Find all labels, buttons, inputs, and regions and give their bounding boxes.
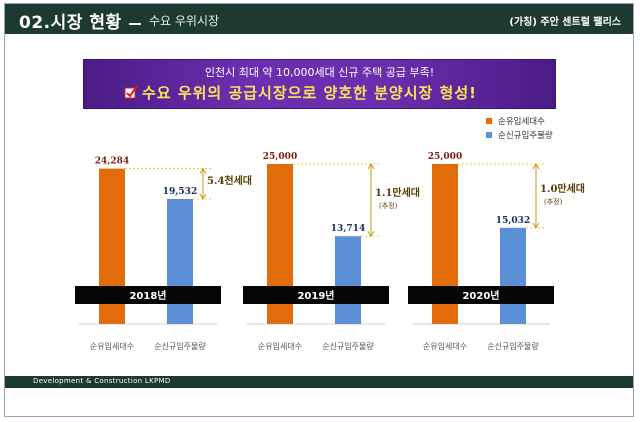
year-label: 2020년 [462, 289, 499, 302]
bar-value-label: 24,284 [95, 157, 129, 167]
bar-supply [500, 227, 526, 324]
checkbox-icon [124, 85, 138, 99]
legend-swatch-inflow [486, 118, 492, 124]
footer-text: Development & Construction LKPMD [33, 377, 171, 385]
headline-banner: 인천시 최대 약 10,000세대 신규 주택 공급 부족! 수요 우위의 공급… [83, 59, 556, 109]
slide-frame: 02.시장 현황 수요 우위시장 (가칭) 주안 센트럴 팰리스 인천시 최대 … [4, 3, 634, 417]
bar-value-label: 19,532 [163, 187, 197, 197]
bar-supply [167, 198, 193, 324]
category-label: 순신규입주물량 [487, 341, 539, 351]
title-separator [129, 23, 141, 25]
gap-label: 5.4천세대 [207, 174, 252, 187]
legend-label-supply: 순신규입주물량 [498, 131, 553, 141]
page-title: 02.시장 현황 [19, 13, 122, 33]
category-label: 순신규입주물량 [154, 341, 206, 351]
legend-label-inflow: 순유입세대수 [498, 117, 545, 127]
year-label: 2018년 [129, 289, 166, 302]
legend-item-supply: 순신규입주물량 [486, 128, 553, 142]
category-label: 순신규입주물량 [322, 341, 374, 351]
gap-sub-label: (추정) [544, 197, 563, 206]
banner-line1: 인천시 최대 약 10,000세대 신규 주택 공급 부족! [204, 66, 435, 79]
bar-value-label: 13,714 [331, 224, 365, 234]
category-label: 순유입세대수 [90, 342, 134, 351]
gap-arrow-head-bottom [367, 230, 375, 238]
year-band [75, 286, 221, 304]
footer-bar: Development & Construction LKPMD [5, 376, 633, 388]
gap-label: 1.0만세대 [540, 182, 585, 195]
chart-legend: 순유입세대수 순신규입주물량 [486, 114, 553, 142]
company-name: (가칭) 주안 센트럴 팰리스 [509, 17, 621, 28]
year-label: 2019년 [297, 289, 334, 302]
bar-value-label: 25,000 [263, 152, 297, 162]
bar-supply [335, 236, 361, 324]
header-bar: 02.시장 현황 수요 우위시장 (가칭) 주안 센트럴 팰리스 [5, 4, 633, 34]
gap-arrow-head-bottom [532, 222, 540, 229]
year-band [408, 286, 554, 304]
banner-line2: 수요 우위의 공급시장으로 양호한 분양시장 형성! [142, 84, 477, 102]
gap-arrow-head-top [199, 167, 207, 174]
category-label: 순유입세대수 [258, 342, 302, 351]
legend-swatch-supply [486, 132, 492, 138]
legend-item-inflow: 순유입세대수 [486, 114, 553, 128]
bar-value-label: 15,032 [496, 216, 530, 226]
year-band [243, 286, 389, 304]
gap-arrow-head-top [367, 163, 375, 170]
bar-value-label: 25,000 [428, 152, 462, 162]
gap-label: 1.1만세대 [375, 186, 420, 199]
gap-sub-label: (추정) [379, 201, 398, 210]
page-subtitle: 수요 우위시장 [149, 14, 220, 28]
gap-arrow-head-top [532, 163, 540, 170]
category-label: 순유입세대수 [423, 342, 467, 351]
gap-arrow-head-bottom [199, 193, 207, 200]
